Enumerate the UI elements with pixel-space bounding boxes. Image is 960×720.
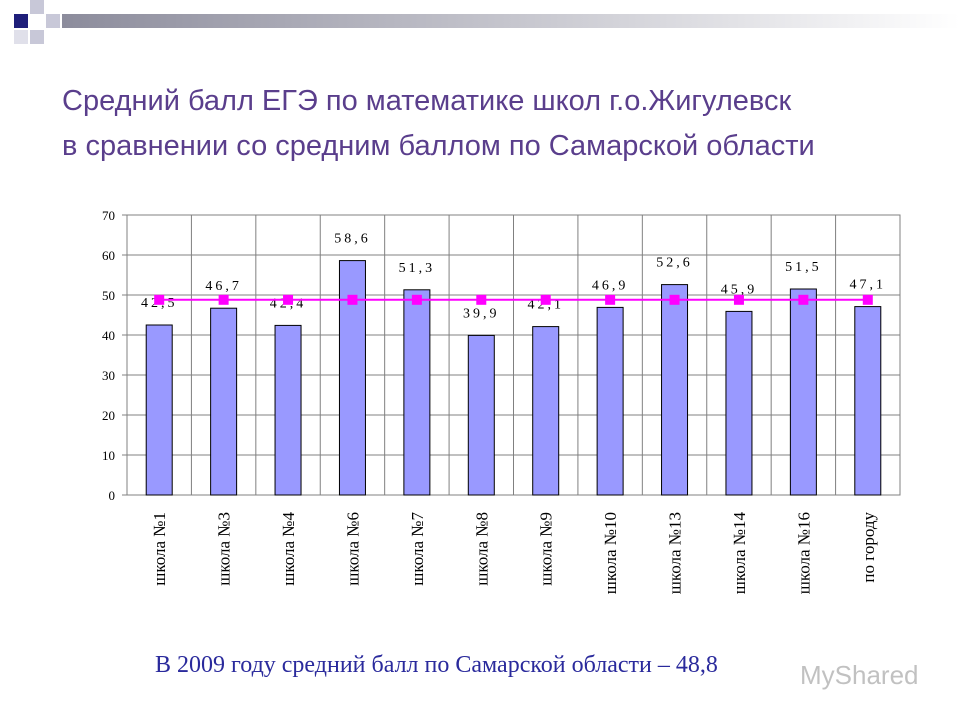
x-tick-label: школа №1 — [150, 512, 169, 586]
y-tick-label: 30 — [102, 368, 115, 383]
line-marker — [605, 294, 616, 305]
line-marker — [154, 294, 165, 305]
x-tick-label: школа №7 — [408, 512, 427, 586]
line-marker — [669, 294, 680, 305]
line-marker — [411, 294, 422, 305]
line-marker — [283, 294, 294, 305]
line-marker — [733, 294, 744, 305]
y-tick-label: 60 — [102, 248, 115, 263]
value-label: 46,9 — [592, 278, 629, 293]
y-tick-label: 40 — [102, 328, 115, 343]
x-tick-label: школа №3 — [215, 512, 234, 586]
deco — [62, 14, 960, 28]
y-tick-label: 70 — [102, 208, 115, 223]
value-label: 47,1 — [850, 278, 887, 293]
deco — [30, 0, 44, 14]
x-tick-label: школа №10 — [601, 512, 620, 594]
bar — [725, 310, 753, 496]
bar — [274, 324, 302, 496]
deco — [46, 14, 60, 28]
bar — [854, 306, 882, 496]
footer: В 2009 году средний балл по Самарской об… — [155, 652, 718, 678]
bar — [532, 326, 560, 496]
value-label: 42,1 — [527, 298, 564, 313]
deco — [14, 14, 28, 28]
line-marker — [347, 294, 358, 305]
watermark: MyShared — [800, 660, 919, 690]
y-tick-label: 20 — [102, 408, 115, 423]
x-tick-label: школа №9 — [537, 512, 556, 586]
value-label: 39,9 — [463, 306, 500, 321]
deco — [14, 30, 28, 44]
bar — [145, 324, 173, 496]
value-label: 45,9 — [721, 282, 758, 297]
bar — [661, 284, 689, 496]
x-tick-label: школа №4 — [279, 512, 298, 586]
x-tick-label: по городу — [859, 512, 878, 583]
value-label: 46,7 — [205, 279, 242, 294]
value-label: 51,5 — [785, 260, 822, 275]
line-marker — [476, 294, 487, 305]
x-tick-label: школа №16 — [794, 512, 813, 594]
title: Средний балл ЕГЭ по математике школ г.о.… — [62, 85, 791, 117]
chart: 0 10 20 30 40 50 60 70 школа №1 школа №3 школа №4 ш… — [102, 208, 901, 595]
value-label: 58,6 — [334, 232, 371, 247]
line-marker — [798, 294, 809, 305]
bar — [789, 288, 817, 496]
line-marker — [540, 294, 551, 305]
x-tick-label: школа №13 — [666, 512, 685, 594]
bar — [467, 334, 495, 496]
bar — [403, 289, 431, 496]
value-label: 51,3 — [399, 261, 436, 276]
x-tick-label: школа №8 — [472, 512, 491, 586]
y-tick-label: 50 — [102, 288, 115, 303]
line-marker — [862, 294, 873, 305]
y-tick-label: 10 — [102, 448, 115, 463]
x-tick-label: школа №6 — [343, 512, 362, 586]
line-marker — [218, 294, 229, 305]
bar — [596, 306, 624, 496]
deco — [30, 30, 44, 44]
bar — [210, 307, 238, 496]
y-tick-label: 0 — [109, 488, 116, 503]
title: в сравнении со средним баллом по Самарск… — [62, 130, 815, 162]
value-label: 52,6 — [656, 256, 693, 271]
x-tick-label: школа №14 — [730, 512, 749, 595]
